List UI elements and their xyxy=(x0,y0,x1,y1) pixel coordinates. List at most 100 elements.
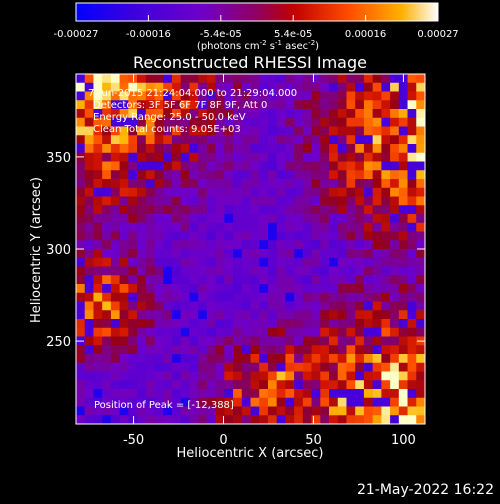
heatmap-cell xyxy=(372,380,382,390)
heatmap-cell xyxy=(267,406,277,416)
heatmap-cell xyxy=(128,319,138,329)
heatmap-cell xyxy=(189,389,199,399)
heatmap-cell xyxy=(128,187,138,197)
heatmap-cell xyxy=(198,240,208,250)
heatmap-cell xyxy=(171,100,181,110)
units-sup-3: -2 xyxy=(308,39,315,47)
heatmap-cell xyxy=(171,415,181,425)
heatmap-cell xyxy=(250,257,260,267)
heatmap-cell xyxy=(189,266,199,276)
heatmap-cell xyxy=(137,354,147,364)
heatmap-cell xyxy=(372,406,382,416)
heatmap-cell xyxy=(346,266,356,276)
heatmap-cell xyxy=(198,336,208,346)
heatmap-cell xyxy=(329,380,339,390)
heatmap-cell xyxy=(233,152,243,162)
heatmap-cell xyxy=(145,74,155,84)
heatmap-cell xyxy=(372,240,382,250)
heatmap-cell xyxy=(302,187,312,197)
heatmap-cell xyxy=(102,240,112,250)
heatmap-cell xyxy=(416,179,426,189)
heatmap-cell xyxy=(363,231,373,241)
heatmap-cell xyxy=(137,275,147,285)
heatmap-cell xyxy=(110,82,120,92)
heatmap-cell xyxy=(110,214,120,224)
heatmap-cell xyxy=(311,91,321,101)
heatmap-cell xyxy=(119,126,129,136)
heatmap-cell xyxy=(355,170,365,180)
heatmap-cell xyxy=(285,117,295,127)
heatmap-cell xyxy=(337,266,347,276)
heatmap-cell xyxy=(84,117,94,127)
heatmap-cell xyxy=(76,179,86,189)
heatmap-cell xyxy=(337,345,347,355)
heatmap-cell xyxy=(276,301,286,311)
heatmap-cell xyxy=(93,196,103,206)
heatmap-cell xyxy=(372,319,382,329)
heatmap-cell xyxy=(381,380,391,390)
heatmap-cell xyxy=(390,319,400,329)
heatmap-cell xyxy=(346,389,356,399)
heatmap-cell xyxy=(102,354,112,364)
heatmap-cell xyxy=(163,327,173,337)
heatmap-cell xyxy=(180,345,190,355)
heatmap-cell xyxy=(407,91,417,101)
heatmap-cell xyxy=(198,109,208,119)
heatmap-cell xyxy=(93,161,103,171)
heatmap-cell xyxy=(381,397,391,407)
heatmap-cell xyxy=(241,135,251,145)
heatmap-cell xyxy=(76,205,86,215)
heatmap-cell xyxy=(285,82,295,92)
heatmap-cell xyxy=(390,187,400,197)
heatmap-cell xyxy=(407,292,417,302)
heatmap-cell xyxy=(381,415,391,425)
heatmap-cell xyxy=(93,82,103,92)
heatmap-cell xyxy=(276,82,286,92)
heatmap-cell xyxy=(311,179,321,189)
heatmap-cell xyxy=(110,161,120,171)
heatmap-cell xyxy=(154,214,164,224)
heatmap-cell xyxy=(198,327,208,337)
heatmap-cell xyxy=(294,345,304,355)
heatmap-cell xyxy=(363,240,373,250)
heatmap-cell xyxy=(93,319,103,329)
heatmap-cell xyxy=(145,406,155,416)
heatmap-cell xyxy=(180,354,190,364)
heatmap-cell xyxy=(407,222,417,232)
heatmap-cell xyxy=(372,327,382,337)
heatmap-cell xyxy=(171,179,181,189)
heatmap-cell xyxy=(390,231,400,241)
heatmap-cell xyxy=(416,354,426,364)
heatmap-cell xyxy=(76,117,86,127)
heatmap-cell xyxy=(346,135,356,145)
heatmap-cell xyxy=(398,144,408,154)
heatmap-cell xyxy=(311,240,321,250)
heatmap-cell xyxy=(189,380,199,390)
heatmap-cell xyxy=(320,231,330,241)
heatmap-cell xyxy=(320,362,330,372)
heatmap-cell xyxy=(320,196,330,206)
heatmap-cell xyxy=(294,319,304,329)
heatmap-cell xyxy=(311,196,321,206)
heatmap-cell xyxy=(93,292,103,302)
y-tick-label: 250 xyxy=(46,335,71,350)
heatmap-cell xyxy=(128,214,138,224)
heatmap-cell xyxy=(84,310,94,320)
heatmap-cell xyxy=(372,91,382,101)
heatmap-cell xyxy=(145,231,155,241)
heatmap-cell xyxy=(171,82,181,92)
heatmap-cell xyxy=(294,152,304,162)
heatmap-cell xyxy=(171,74,181,84)
heatmap-cell xyxy=(285,205,295,215)
heatmap-cell xyxy=(76,275,86,285)
heatmap-cell xyxy=(198,362,208,372)
heatmap-cell xyxy=(198,91,208,101)
heatmap-cell xyxy=(363,380,373,390)
heatmap-cell xyxy=(294,266,304,276)
heatmap-cell xyxy=(276,161,286,171)
heatmap-cell xyxy=(250,144,260,154)
heatmap-cell xyxy=(355,345,365,355)
heatmap-cell xyxy=(119,275,129,285)
heatmap-cell xyxy=(320,310,330,320)
